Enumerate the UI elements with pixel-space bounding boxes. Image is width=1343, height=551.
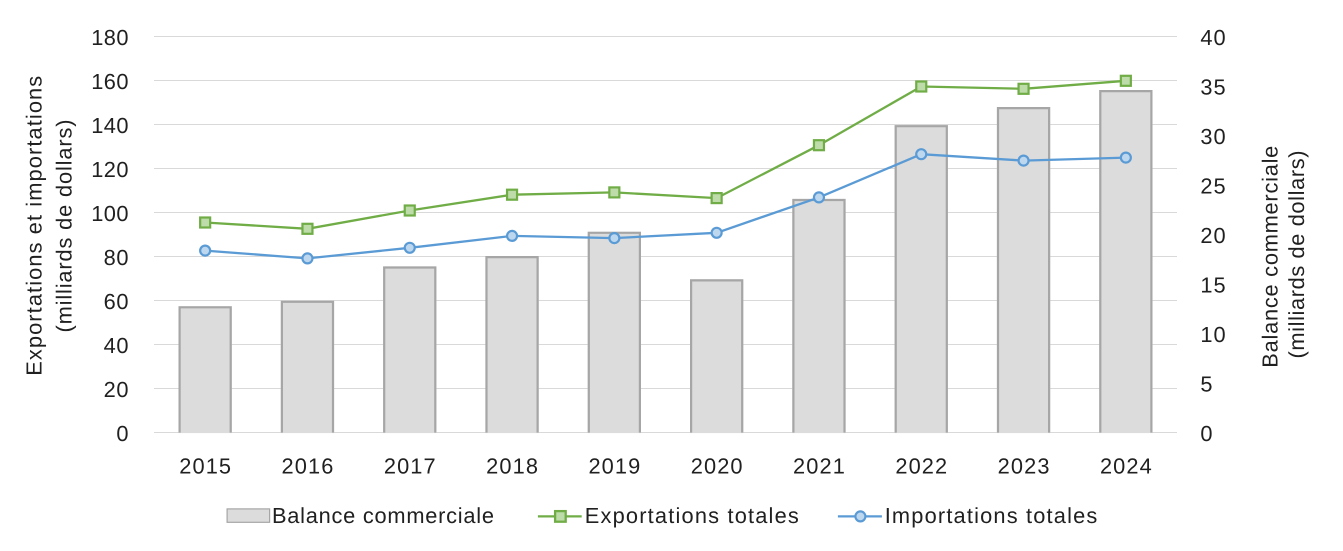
svg-text:25: 25	[1200, 174, 1225, 199]
svg-text:2022: 2022	[895, 453, 947, 478]
svg-text:(milliards de dollars): (milliards de dollars)	[52, 120, 77, 333]
svg-text:2018: 2018	[486, 453, 538, 478]
svg-text:Importations totales: Importations totales	[885, 503, 1098, 528]
svg-text:120: 120	[91, 157, 128, 182]
svg-text:(milliards de dollars): (milliards de dollars)	[1284, 151, 1309, 359]
svg-text:80: 80	[104, 245, 129, 270]
svg-text:0: 0	[116, 421, 128, 446]
svg-text:20: 20	[1200, 223, 1225, 248]
svg-text:2019: 2019	[588, 453, 640, 478]
svg-text:140: 140	[91, 113, 128, 138]
svg-text:2023: 2023	[998, 453, 1050, 478]
svg-text:160: 160	[91, 69, 128, 94]
svg-text:40: 40	[1200, 25, 1225, 50]
svg-text:2021: 2021	[793, 453, 845, 478]
svg-text:10: 10	[1200, 322, 1225, 347]
svg-text:60: 60	[104, 289, 129, 314]
svg-text:40: 40	[104, 333, 129, 358]
svg-text:180: 180	[91, 25, 128, 50]
svg-text:100: 100	[91, 201, 128, 226]
svg-text:2016: 2016	[282, 453, 334, 478]
svg-text:15: 15	[1200, 273, 1225, 298]
svg-text:0: 0	[1200, 421, 1212, 446]
svg-text:5: 5	[1200, 372, 1212, 397]
svg-text:2017: 2017	[384, 453, 436, 478]
svg-text:2020: 2020	[691, 453, 743, 478]
svg-text:20: 20	[104, 377, 129, 402]
svg-text:30: 30	[1200, 124, 1225, 149]
svg-text:2015: 2015	[179, 453, 231, 478]
svg-text:2024: 2024	[1100, 453, 1152, 478]
svg-text:Exportations et importations: Exportations et importations	[21, 76, 46, 376]
svg-text:Exportations totales: Exportations totales	[585, 503, 799, 528]
svg-text:Balance commerciale: Balance commerciale	[1258, 146, 1283, 368]
svg-text:35: 35	[1200, 75, 1225, 100]
svg-text:Balance commerciale: Balance commerciale	[272, 503, 494, 528]
